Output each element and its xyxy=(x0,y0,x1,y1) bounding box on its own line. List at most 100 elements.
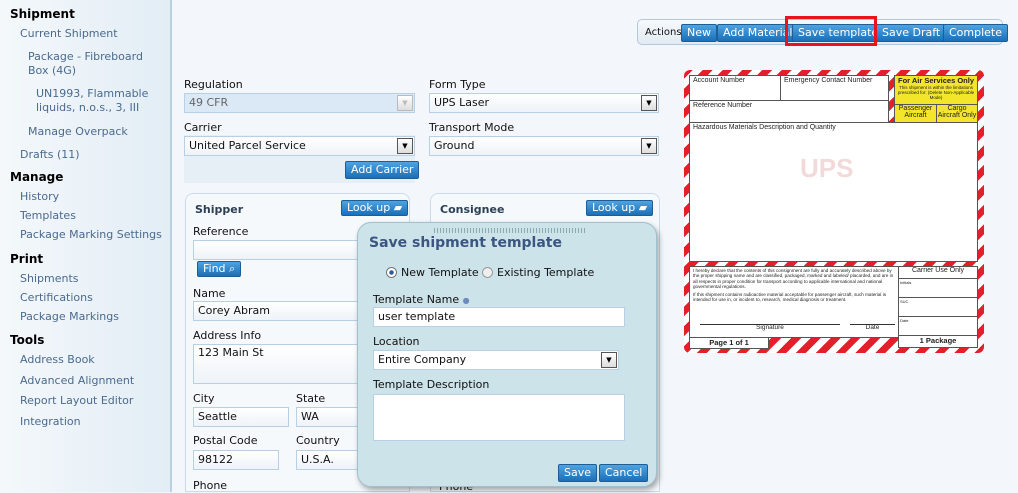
address-input[interactable]: 123 Main St xyxy=(193,344,363,384)
hazmat-desc-label: Hazardous Materials Description and Quan… xyxy=(693,124,836,131)
nav-integration[interactable]: Integration xyxy=(20,415,81,428)
hazmat-label-preview: Account Number Emergency Contact Number … xyxy=(684,70,984,353)
name-input[interactable]: Corey Abram xyxy=(193,301,363,321)
address-card-icon: ▰ xyxy=(638,201,648,214)
section-shipment: Shipment xyxy=(10,7,75,21)
nav-package-markings[interactable]: Package Markings xyxy=(20,310,119,323)
carrier-select[interactable]: United Parcel Service ▼ xyxy=(184,136,415,156)
date-line: Date xyxy=(850,324,895,331)
transport-mode-select[interactable]: Ground ▼ xyxy=(429,136,659,156)
transport-mode-label: Transport Mode xyxy=(429,121,515,134)
air-only-title: For Air Services Only xyxy=(897,76,974,85)
declaration-box: I hereby declare that the contents of th… xyxy=(689,266,899,338)
shipper-title: Shipper xyxy=(195,203,244,216)
regulation-value: 49 CFR xyxy=(189,96,229,109)
nav-templates[interactable]: Templates xyxy=(20,209,76,222)
highlight-box xyxy=(785,16,877,46)
template-name-input[interactable]: user template xyxy=(373,307,625,327)
phone-label: Phone xyxy=(193,479,228,492)
carrier-value: United Parcel Service xyxy=(189,139,306,152)
radio-selected-icon[interactable] xyxy=(386,267,397,278)
dialog-title: Save shipment template xyxy=(369,235,562,251)
template-name-text: Template Name xyxy=(373,293,460,306)
nav-un-item[interactable]: UN1993, Flammable liquids, n.o.s., 3, II… xyxy=(36,87,149,114)
nav-report-layout-editor[interactable]: Report Layout Editor xyxy=(20,394,134,407)
save-template-dialog: Save shipment template New Template Exis… xyxy=(357,222,657,487)
section-print: Print xyxy=(10,252,44,266)
city-input[interactable]: Seattle xyxy=(193,407,289,427)
template-name-label: Template Name ● xyxy=(373,293,470,306)
form-type-select[interactable]: UPS Laser ▼ xyxy=(429,93,659,113)
nav-package[interactable]: Package - Fibreboard Box (4G) xyxy=(28,50,143,77)
nav-package-marking-settings[interactable]: Package Marking Settings xyxy=(20,228,162,241)
lookup-label: Look up xyxy=(592,201,636,214)
chevron-down-icon[interactable]: ▼ xyxy=(397,138,413,154)
cancel-button[interactable]: Cancel xyxy=(599,464,649,482)
consignee-title: Consignee xyxy=(440,203,505,216)
radioactive-note: If this shipment contains radioactive ma… xyxy=(693,291,887,303)
regulation-label: Regulation xyxy=(184,78,243,91)
existing-template-label: Existing Template xyxy=(497,266,595,279)
declaration-text: I hereby declare that the contents of th… xyxy=(693,268,894,290)
state-input[interactable]: WA xyxy=(296,407,361,427)
carrier-use-box: Carrier Use Only Initials SUC Date 1 Package xyxy=(898,266,978,348)
hazmat-description-box: Hazardous Materials Description and Quan… xyxy=(689,122,978,262)
form-type-value: UPS Laser xyxy=(434,96,490,109)
country-input[interactable]: U.S.A. xyxy=(296,450,361,470)
page-count-box: Page 1 of 1 xyxy=(689,337,769,349)
location-value: Entire Company xyxy=(378,353,467,366)
nav-manage-overpack[interactable]: Manage Overpack xyxy=(28,125,128,138)
country-label: Country xyxy=(296,434,340,447)
nav-advanced-alignment[interactable]: Advanced Alignment xyxy=(20,374,135,387)
nav-history[interactable]: History xyxy=(20,190,60,203)
carrier-label: Carrier xyxy=(184,121,222,134)
chevron-down-icon[interactable]: ▼ xyxy=(601,352,617,368)
drag-handle[interactable] xyxy=(434,228,586,233)
date-field: Date xyxy=(899,317,977,336)
new-button[interactable]: New xyxy=(681,24,717,42)
add-carrier-button[interactable]: Add Carrier xyxy=(345,161,420,179)
nav-certifications[interactable]: Certifications xyxy=(20,291,93,304)
save-draft-button[interactable]: Save Draft xyxy=(876,24,947,42)
postal-code-label: Postal Code xyxy=(193,434,258,447)
description-label: Template Description xyxy=(373,378,490,391)
location-label: Location xyxy=(373,335,420,348)
sidebar: Shipment Current Shipment Package - Fibr… xyxy=(0,0,172,492)
emergency-contact-box: Emergency Contact Number xyxy=(780,75,889,101)
nav-drafts[interactable]: Drafts (11) xyxy=(20,148,80,161)
save-template-button[interactable]: Save template xyxy=(792,24,885,42)
postal-code-input[interactable]: 98122 xyxy=(193,450,279,470)
complete-button[interactable]: Complete xyxy=(943,24,1009,42)
chevron-down-icon[interactable]: ▼ xyxy=(641,138,657,154)
address-card-icon: ▰ xyxy=(393,201,403,214)
chevron-down-icon: ▼ xyxy=(397,95,413,111)
radio-new-template[interactable]: New Template xyxy=(386,266,479,279)
ups-logo-watermark: UPS xyxy=(800,153,854,183)
passenger-aircraft-box: Passenger Aircraft xyxy=(894,104,937,124)
lookup-label: Look up xyxy=(347,201,391,214)
reference-input[interactable] xyxy=(193,240,363,260)
shipper-lookup-button[interactable]: Look up ▰ xyxy=(341,200,409,216)
air-services-box: For Air Services Only This shipment is wi… xyxy=(894,75,978,105)
nav-address-book[interactable]: Address Book xyxy=(20,353,95,366)
radio-existing-template[interactable]: Existing Template xyxy=(482,266,594,279)
city-label: City xyxy=(193,392,215,405)
chevron-down-icon[interactable]: ▼ xyxy=(641,95,657,111)
nav-current-shipment[interactable]: Current Shipment xyxy=(20,27,118,40)
section-manage: Manage xyxy=(10,170,64,184)
name-label: Name xyxy=(193,287,226,300)
suc-field: SUC xyxy=(899,298,977,317)
find-label: Find xyxy=(203,262,226,275)
save-button[interactable]: Save xyxy=(558,464,598,482)
reference-label: Reference xyxy=(193,225,249,238)
add-material-button[interactable]: Add Material xyxy=(717,24,799,42)
initials-field: Initials xyxy=(899,279,977,298)
section-tools: Tools xyxy=(10,333,45,347)
radio-unselected-icon[interactable] xyxy=(482,267,493,278)
location-select[interactable]: Entire Company ▼ xyxy=(373,350,619,370)
template-description-input[interactable] xyxy=(373,394,625,441)
consignee-lookup-button[interactable]: Look up ▰ xyxy=(586,200,654,216)
nav-shipments[interactable]: Shipments xyxy=(20,272,79,285)
transport-mode-value: Ground xyxy=(434,139,475,152)
find-button[interactable]: Find ⌕ xyxy=(197,261,242,277)
